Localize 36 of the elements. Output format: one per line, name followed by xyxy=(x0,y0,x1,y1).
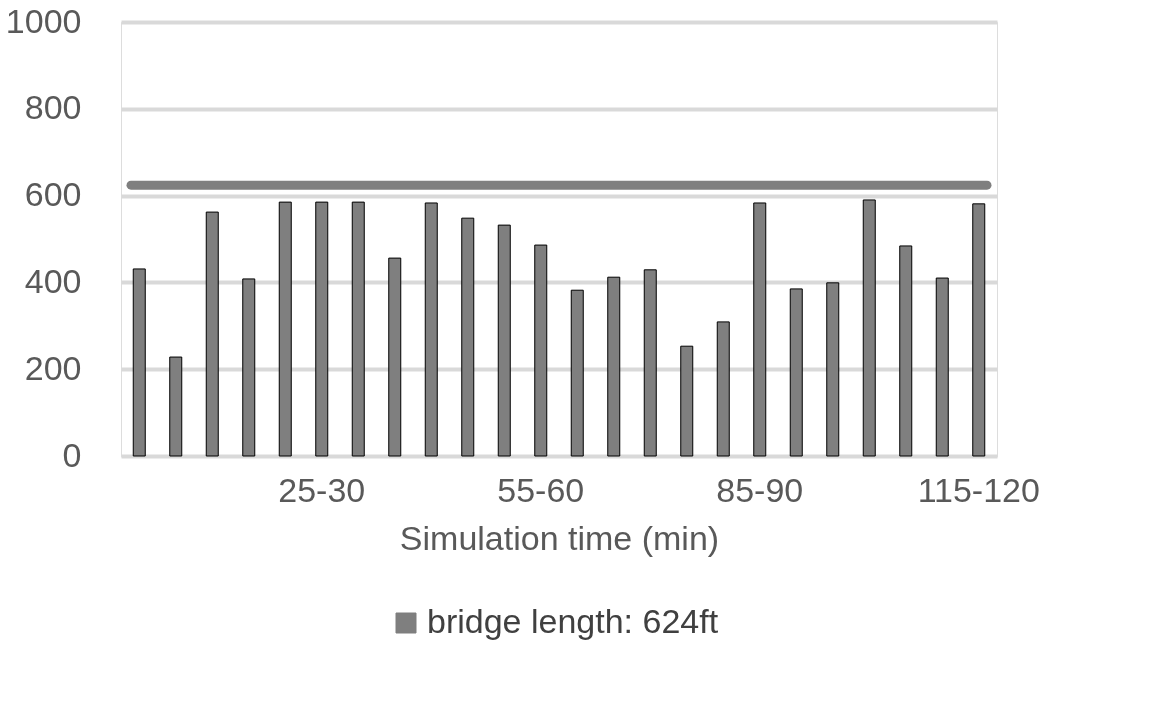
bar xyxy=(315,201,329,457)
bar xyxy=(497,224,511,457)
bar xyxy=(169,356,183,457)
bar xyxy=(935,277,949,457)
bar xyxy=(132,268,146,457)
bar xyxy=(461,217,475,457)
bar xyxy=(570,289,584,457)
x-axis-title: Simulation time (min) xyxy=(399,518,720,557)
bar xyxy=(607,276,621,457)
y-tick-label: 600 xyxy=(24,175,82,214)
x-tick-label: 85-90 xyxy=(716,470,804,509)
bar xyxy=(534,244,548,457)
bar xyxy=(789,288,803,457)
legend-label: bridge length: 624ft xyxy=(427,602,719,640)
x-tick-label: 115-120 xyxy=(917,470,1040,509)
bar xyxy=(278,201,292,457)
y-tick-label: 200 xyxy=(24,348,82,387)
bar xyxy=(351,201,365,457)
y-tick-label: 800 xyxy=(24,88,82,127)
bar xyxy=(424,202,438,457)
bar xyxy=(388,257,402,457)
bar xyxy=(242,278,256,457)
bar xyxy=(716,321,730,457)
bar xyxy=(643,269,657,457)
y-tick-label: 0 xyxy=(62,435,82,474)
bar xyxy=(862,199,876,457)
y-tick-label: 1000 xyxy=(5,1,82,40)
bar xyxy=(899,245,913,457)
bar xyxy=(680,345,694,457)
bar xyxy=(972,203,986,457)
bar xyxy=(753,202,767,457)
bar xyxy=(826,282,840,457)
x-tick-label: 55-60 xyxy=(497,470,585,509)
bar xyxy=(205,211,219,457)
y-tick-label: 400 xyxy=(24,261,82,300)
x-tick-label: 25-30 xyxy=(278,470,366,509)
